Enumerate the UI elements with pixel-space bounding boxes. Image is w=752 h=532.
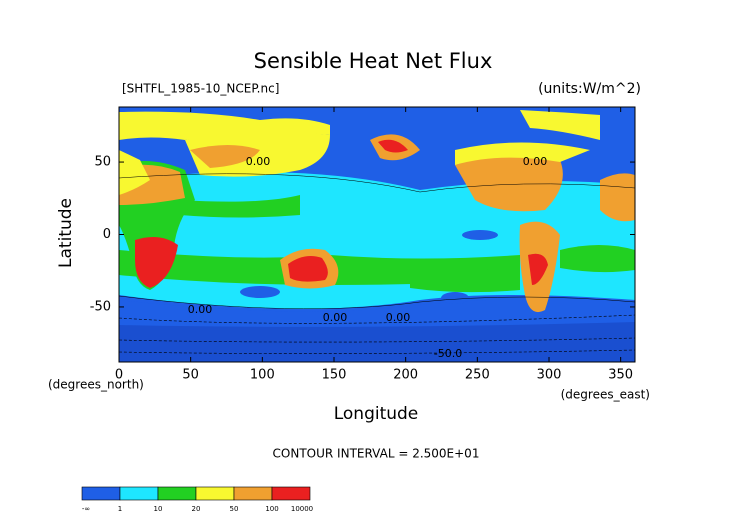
colorbar-segment xyxy=(81,486,121,501)
colorbar-label: 10 xyxy=(154,505,163,513)
colorbar-segment xyxy=(271,486,311,501)
contour-label: 0.00 xyxy=(323,311,348,324)
x-tick-label: 250 xyxy=(465,368,490,383)
field-region xyxy=(455,156,563,212)
contour-label: 0.00 xyxy=(188,303,213,316)
colorbar-label: 20 xyxy=(192,505,201,513)
field-region xyxy=(378,139,408,153)
field-region xyxy=(288,256,328,282)
field-region xyxy=(410,266,520,293)
y-axis-label: Latitude xyxy=(56,198,76,268)
field xyxy=(119,107,635,362)
field-region xyxy=(240,286,280,298)
x-axis-label: Longitude xyxy=(334,404,419,424)
field-region xyxy=(119,322,635,362)
y-axis-unit: (degrees_north) xyxy=(48,378,144,392)
source-file: [SHTFL_1985-10_NCEP.nc] xyxy=(122,82,279,96)
colorbar-label: 100 xyxy=(265,505,278,513)
field-region xyxy=(190,145,260,168)
contour-label: -50.0 xyxy=(434,347,462,360)
x-tick-label: 300 xyxy=(537,368,562,383)
x-tick-label: 350 xyxy=(608,368,633,383)
x-tick-label: 50 xyxy=(182,368,199,383)
x-tick-label: 100 xyxy=(250,368,275,383)
colorbar-label: 50 xyxy=(230,505,239,513)
field-region xyxy=(119,150,150,195)
contour-label: 0.00 xyxy=(523,155,548,168)
contour-label: 0.00 xyxy=(386,311,411,324)
colorbar-segment xyxy=(195,486,235,501)
chart-title: Sensible Heat Net Flux xyxy=(254,49,493,73)
y-tick-label: 0 xyxy=(103,227,111,242)
colorbar-segment xyxy=(157,486,197,501)
field-region xyxy=(600,173,635,222)
colorbar-segment xyxy=(233,486,273,501)
field-region xyxy=(455,142,590,165)
contour-interval: CONTOUR INTERVAL = 2.500E+01 xyxy=(273,447,480,461)
colorbar-label: 10000 xyxy=(291,505,313,513)
x-tick-label: 150 xyxy=(322,368,347,383)
field-region xyxy=(441,292,469,304)
contour-line xyxy=(119,173,635,309)
colorbar-label: 1 xyxy=(118,505,122,513)
field-region xyxy=(462,230,498,240)
field-region xyxy=(520,110,600,140)
x-tick-label: 200 xyxy=(393,368,418,383)
units: (units:W/m^2) xyxy=(538,81,641,97)
contour-line xyxy=(119,314,635,354)
field-region xyxy=(119,111,330,140)
field-region xyxy=(528,253,548,285)
x-axis-unit: (degrees_east) xyxy=(561,388,650,402)
y-tick-label: 50 xyxy=(94,155,111,170)
field-region xyxy=(135,236,178,288)
colorbar-segment xyxy=(119,486,159,501)
colorbar-label: -∞ xyxy=(82,505,90,513)
field-region xyxy=(180,195,300,218)
y-tick-label: -50 xyxy=(90,299,111,314)
field-region xyxy=(560,245,635,273)
x-tick-label: 0 xyxy=(115,368,123,383)
contour-label: 0.00 xyxy=(246,155,271,168)
